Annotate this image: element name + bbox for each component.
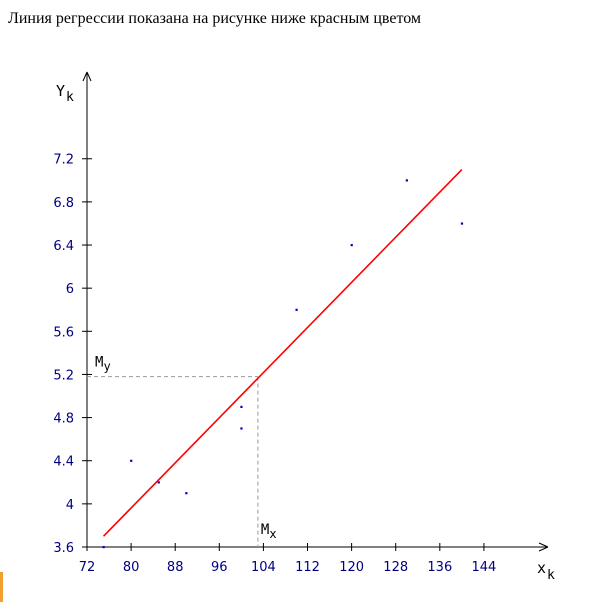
ticks-layer: 72 80 88 96 104 112 120 128 136 144 3.6 4 4.4 4.8 5.2 5…: [53, 153, 496, 575]
y-axis-label-main: Y: [56, 82, 65, 100]
x-tick-label: 104: [251, 560, 276, 575]
data-point: [240, 405, 243, 408]
x-tick-label: 112: [295, 560, 320, 575]
y-tick-label: 5.2: [53, 368, 74, 383]
data-point: [102, 546, 105, 549]
x-tick-label: 136: [427, 560, 452, 575]
regression-layer: [102, 168, 463, 537]
data-point: [240, 427, 243, 430]
data-point: [130, 459, 133, 462]
x-tick-label: 128: [383, 560, 408, 575]
x-axis-arrow: [538, 542, 549, 552]
y-tick-label: 4.8: [53, 412, 74, 427]
y-tick-label: 7.2: [53, 153, 74, 168]
y-tick-label: 6.8: [53, 196, 74, 211]
mean-y-label: My: [95, 355, 111, 374]
axes-layer: [82, 71, 549, 552]
data-point: [157, 481, 160, 484]
data-point: [185, 492, 188, 495]
edge-marker: [0, 572, 3, 602]
regression-line: [102, 168, 463, 537]
mean-x-label: Mx: [261, 522, 277, 541]
mean-x-label-main: M: [261, 522, 269, 538]
data-point: [295, 308, 298, 311]
caption-text: Линия регрессии показана на рисунке ниже…: [8, 10, 422, 27]
y-tick-label: 4.4: [53, 455, 74, 470]
x-tick-label: 120: [339, 560, 364, 575]
y-tick-label: 6.4: [53, 239, 74, 254]
y-tick-label: 6: [66, 282, 74, 297]
mean-y-label-main: M: [95, 355, 103, 371]
mean-x-label-sub: x: [269, 527, 276, 541]
y-tick-label: 5.6: [53, 325, 74, 340]
x-tick-label: 72: [79, 560, 96, 575]
y-axis-label: Yk: [56, 82, 74, 105]
y-axis-arrow: [82, 71, 92, 82]
x-axis-label-main: x: [537, 559, 546, 577]
x-tick-label: 96: [211, 560, 228, 575]
data-point: [405, 179, 408, 182]
x-tick-label: 144: [472, 560, 497, 575]
y-axis-label-sub: k: [66, 90, 74, 105]
data-point: [350, 244, 353, 247]
mean-layer: [87, 376, 259, 547]
x-tick-label: 80: [123, 560, 140, 575]
x-axis-label: xk: [537, 559, 555, 583]
data-point: [460, 222, 464, 225]
x-tick-label: 88: [167, 560, 184, 575]
points-layer: [102, 179, 464, 549]
y-tick-label: 4: [66, 498, 74, 513]
mean-y-label-sub: y: [103, 360, 110, 374]
x-axis-label-sub: k: [547, 568, 555, 583]
y-tick-label: 3.6: [53, 541, 74, 556]
